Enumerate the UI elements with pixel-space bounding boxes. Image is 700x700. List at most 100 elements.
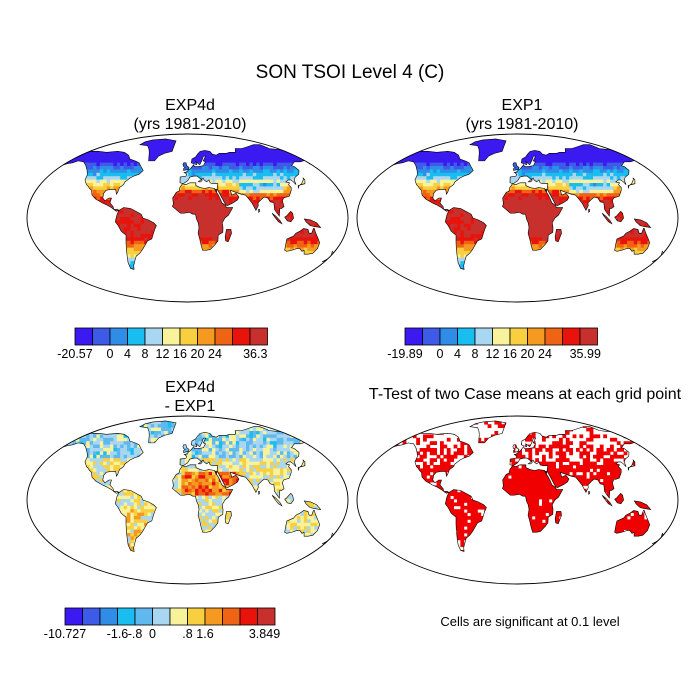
- colorbar-swatch: [404, 327, 423, 346]
- coastline-australia: [614, 510, 651, 537]
- coastline-eurasia: [509, 144, 649, 217]
- colorbar-tick-label: 24: [208, 347, 222, 361]
- colorbar-tick-label: 3.849: [249, 627, 280, 641]
- coastline-newguinea: [303, 500, 322, 510]
- coastline-southAmerica: [445, 489, 487, 552]
- coastline-australia: [284, 228, 321, 255]
- coastline-australia: [614, 228, 651, 255]
- coastline-africa: [172, 464, 234, 533]
- coastline-eurasia: [179, 426, 319, 499]
- colorbar-tick-label: 1.6: [196, 627, 213, 641]
- colorbar-swatch: [187, 607, 206, 626]
- coastline-newguinea: [633, 218, 652, 228]
- colorbar-swatch: [457, 327, 476, 346]
- coastline-northAmerica: [61, 150, 144, 212]
- map-boundary: [356, 415, 679, 585]
- panel-title-exp1: EXP1 (yrs 1981-2010): [352, 96, 692, 134]
- coastline-newguinea: [633, 500, 652, 510]
- coastline-africa: [172, 182, 234, 251]
- colorbar-tick-label: 24: [538, 347, 552, 361]
- panel-title-line2: (yrs 1981-2010): [465, 116, 579, 133]
- colorbar-swatch: [527, 327, 546, 346]
- coastline-sumatra: [271, 213, 283, 225]
- colorbar-swatch: [474, 327, 493, 346]
- map-diff: [26, 415, 349, 585]
- figure-title: SON TSOI Level 4 (C): [255, 62, 445, 83]
- colorbar-swatch: [509, 327, 528, 346]
- colorbar-swatch: [222, 607, 241, 626]
- colorbar-swatch: [214, 327, 233, 346]
- colorbar-exp1: -19.89 0 4 8 12 16 20 24 35.99: [387, 327, 601, 361]
- colorbar-swatch: [579, 327, 598, 346]
- colorbar-swatch: [92, 327, 111, 346]
- coastline-southAmerica: [445, 207, 487, 270]
- coastline-northAmerica: [391, 432, 474, 494]
- panel-title-ttest: T-Test of two Case means at each grid po…: [350, 385, 700, 404]
- colorbar-tick-label: -20.57: [57, 347, 92, 361]
- colorbar-swatch: [99, 607, 118, 626]
- colorbar-tick-label: 8: [472, 347, 479, 361]
- colorbar-exp4d: -20.57 0 4 8 12 16 20 24 36.3: [57, 327, 268, 361]
- colorbar-swatch: [257, 607, 276, 626]
- colorbar-tick-label: -.8: [128, 627, 143, 641]
- coastline-australia: [284, 510, 321, 537]
- colorbar-swatch: [232, 327, 251, 346]
- coastline-greenland: [139, 138, 177, 162]
- map-boundary: [26, 415, 349, 585]
- coastline-southAmerica: [115, 207, 157, 270]
- panel-title-line2: (yrs 1981-2010): [133, 116, 247, 133]
- colorbar-swatch: [144, 327, 163, 346]
- colorbar-swatch: [204, 607, 223, 626]
- colorbar-diff: -10.727 -1.6 -.8 0 .8 1.6 3.849: [44, 607, 280, 641]
- panel-title-line1: EXP4d: [165, 379, 215, 396]
- coastline-eurasia: [509, 426, 649, 499]
- colorbar-swatch: [197, 327, 216, 346]
- colorbar-swatch: [439, 327, 458, 346]
- colorbar-swatch: [152, 607, 171, 626]
- panel-title-line1: T-Test of two Case means at each grid po…: [368, 386, 682, 403]
- ttest-significance-note: Cells are significant at 0.1 level: [440, 614, 620, 629]
- coastline-japan: [297, 177, 306, 189]
- colorbar-swatch: [422, 327, 441, 346]
- coastline-greenland: [469, 420, 507, 444]
- colorbar-swatch: [82, 607, 101, 626]
- colorbar-swatch: [169, 607, 188, 626]
- colorbar-tick-label: -10.727: [44, 627, 86, 641]
- coastline-britain: [182, 162, 190, 171]
- colorbar-tick-label: 20: [191, 347, 205, 361]
- map-exp1: [356, 133, 679, 303]
- colorbar-tick-label: 0: [437, 347, 444, 361]
- coastline-madagascar: [554, 511, 562, 525]
- colorbar-tick-label: 12: [156, 347, 170, 361]
- coastline-srilanka: [258, 491, 260, 496]
- coastline-eurasia: [179, 144, 319, 217]
- coastline-africa: [502, 464, 564, 533]
- coastline-sumatra: [271, 495, 283, 507]
- colorbar-swatch: [109, 327, 128, 346]
- colorbar-swatch: [127, 327, 146, 346]
- coastline-madagascar: [224, 511, 232, 525]
- panel-title-exp4d: EXP4d (yrs 1981-2010): [20, 96, 360, 134]
- coastline-greenland: [469, 138, 507, 162]
- colorbar-swatch: [562, 327, 581, 346]
- colorbar-swatch: [162, 327, 181, 346]
- coastline-japan: [627, 177, 636, 189]
- colorbar-tick-label: 4: [454, 347, 461, 361]
- map-boundary: [26, 133, 349, 303]
- coastline-srilanka: [258, 209, 260, 214]
- coastline-southAmerica: [115, 489, 157, 552]
- panel-title-line1: EXP4d: [165, 97, 215, 114]
- coastline-borneo: [614, 210, 624, 223]
- coastline-greenland: [139, 420, 177, 444]
- map-ttest: [356, 415, 679, 585]
- colorbar-swatch: [239, 607, 258, 626]
- coastline-northAmerica: [391, 150, 474, 212]
- coastline-sumatra: [601, 495, 613, 507]
- coastline-britain: [512, 444, 520, 453]
- colorbar-swatch: [64, 607, 83, 626]
- colorbar-swatch: [544, 327, 563, 346]
- colorbar-tick-label: 0: [107, 347, 114, 361]
- coastline-britain: [512, 162, 520, 171]
- colorbar-tick-label: 20: [521, 347, 535, 361]
- colorbar-tick-label: 16: [503, 347, 517, 361]
